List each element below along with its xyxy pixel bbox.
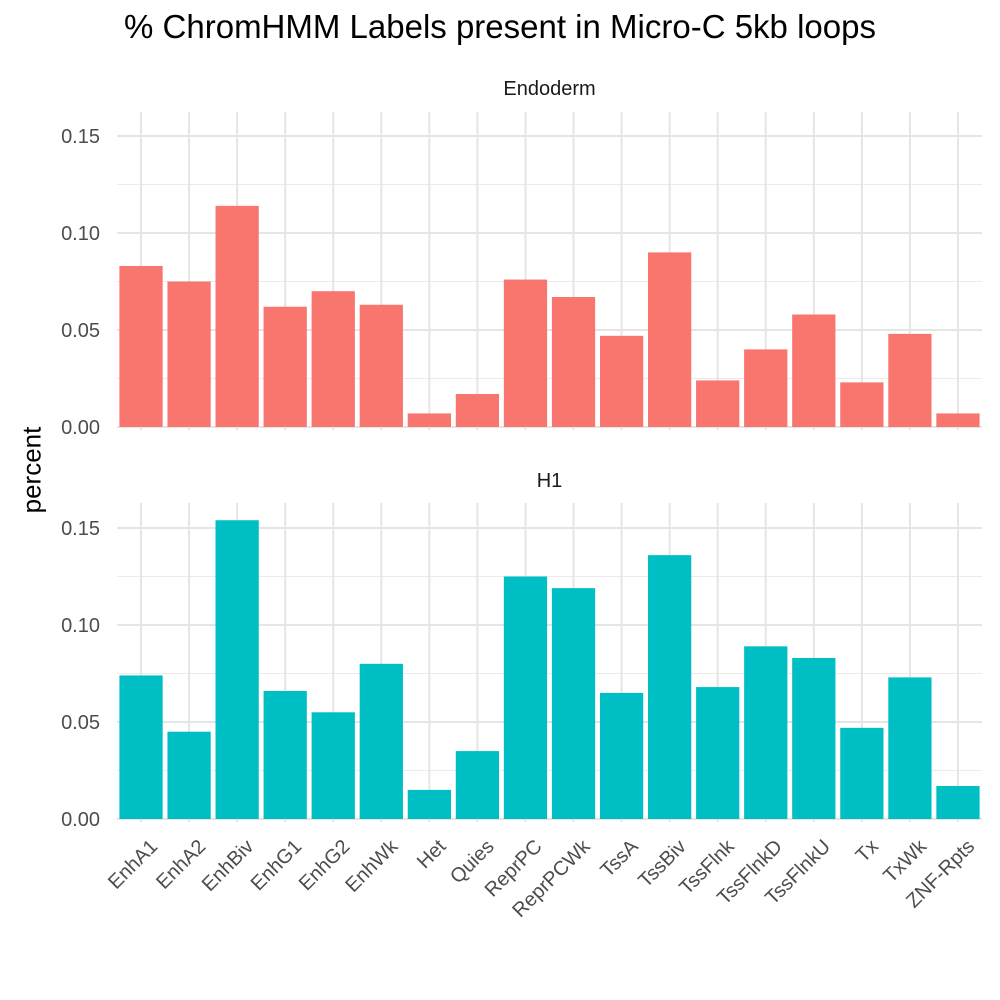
bar: [551, 297, 596, 427]
bar: [455, 394, 500, 427]
x-tick-label: EnhWk: [341, 835, 403, 897]
bar: [311, 291, 355, 427]
x-tick-label: EnhBiv: [198, 836, 258, 896]
y-tick-label: 0.00: [61, 417, 100, 439]
bar: [311, 712, 355, 819]
bar: [263, 306, 307, 427]
bar: [744, 349, 788, 427]
y-tick-label: 0.15: [61, 518, 100, 540]
bar: [840, 727, 884, 819]
y-tick-label: 0.10: [61, 615, 100, 637]
bar: [648, 252, 692, 427]
x-tick-label: EnhG1: [247, 836, 307, 896]
bar: [888, 333, 932, 427]
x-tick-label: EnhA1: [104, 836, 162, 894]
bar: [167, 281, 211, 427]
bar: [696, 687, 740, 819]
y-tick-label: 0.05: [61, 320, 100, 342]
bar: [792, 657, 836, 819]
bar: [792, 314, 836, 427]
bar: [215, 205, 259, 427]
bar: [359, 304, 403, 427]
bar: [503, 576, 548, 819]
y-tick-label: 0.15: [61, 126, 100, 148]
y-tick-label: 0.00: [61, 809, 100, 831]
bar: [455, 751, 500, 819]
bar: [744, 646, 788, 819]
bar: [167, 731, 211, 819]
bar: [551, 588, 596, 819]
x-tick-label: Het: [413, 835, 451, 873]
bar: [503, 279, 548, 427]
bar: [407, 789, 451, 819]
bar: [648, 555, 692, 819]
bar: [599, 692, 644, 819]
facet-label: H1: [537, 470, 563, 492]
bar: [599, 335, 644, 427]
bar: [840, 382, 884, 427]
bar: [119, 675, 163, 819]
bar: [888, 677, 932, 819]
x-tick-label: Tx: [852, 836, 883, 867]
bar: [936, 413, 980, 427]
y-tick-label: 0.10: [61, 223, 100, 245]
chart-title: % ChromHMM Labels present in Micro-C 5kb…: [124, 8, 876, 45]
bar: [359, 663, 403, 819]
bar: [936, 786, 980, 819]
y-tick-label: 0.05: [61, 712, 100, 734]
bar: [215, 520, 259, 819]
bar: [407, 413, 451, 427]
bar: [119, 265, 163, 427]
bar: [263, 690, 307, 819]
bar: [696, 380, 740, 427]
facet-label: Endoderm: [503, 78, 595, 100]
